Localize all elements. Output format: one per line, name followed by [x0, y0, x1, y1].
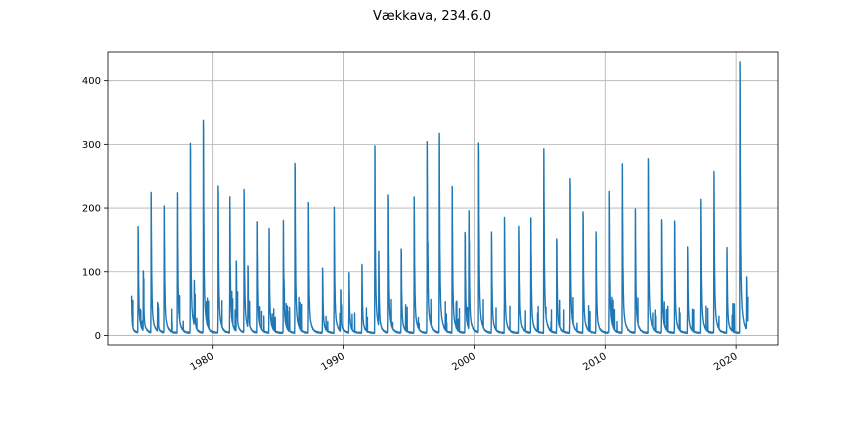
grid — [108, 52, 778, 345]
y-tick-label: 300 — [82, 140, 101, 151]
chart-title: Vækkava, 234.6.0 — [373, 9, 491, 24]
y-tick-label: 0 — [95, 331, 101, 342]
y-axis: 0 100 200 300 400 — [82, 76, 108, 342]
y-tick-label: 200 — [82, 204, 101, 215]
y-tick-label: 400 — [82, 76, 101, 87]
y-tick-label: 100 — [82, 267, 101, 278]
series-layer — [130, 61, 749, 335]
series-line — [130, 61, 749, 335]
plot-frame — [107, 51, 779, 346]
